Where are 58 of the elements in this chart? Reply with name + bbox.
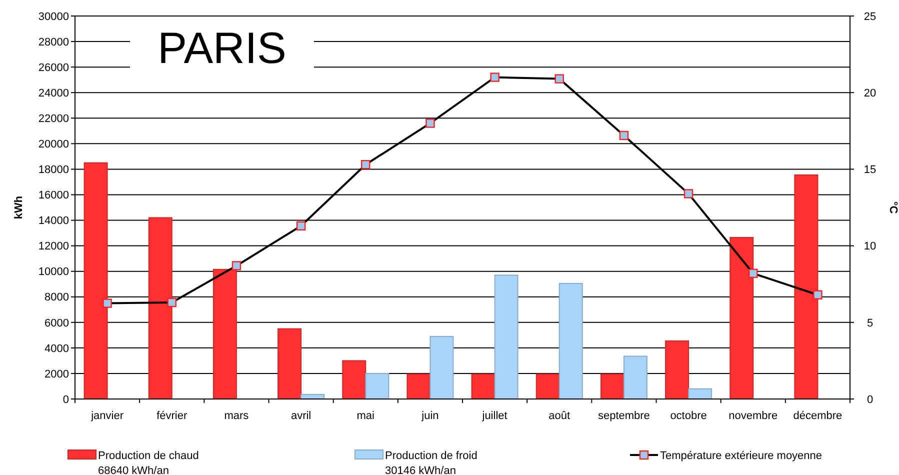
legend-label: Production de chaud 68640 kWh/an (98, 450, 199, 475)
x-tick-label: juin (420, 410, 439, 422)
y-tick-label: 24000 (38, 87, 69, 100)
x-tick-label: février (156, 410, 188, 422)
x-tick-label: novembre (728, 410, 778, 422)
bar (406, 374, 431, 400)
bar (212, 268, 237, 400)
y-tick-label: 14000 (38, 215, 69, 228)
y2-tick-label: 20 (864, 87, 876, 100)
y-tick-label: 0 (62, 394, 69, 406)
bar (794, 174, 818, 400)
bar (600, 374, 624, 400)
legend-label: Production de froid 30146 kWh/an (385, 450, 478, 475)
y-tick-label: 2000 (44, 368, 69, 380)
x-tick-label: juillet (481, 410, 508, 422)
legend-label: Température extérieure moyenne (660, 450, 822, 462)
y2-tick-label: 5 (866, 317, 874, 330)
y-tick-label: 10000 (38, 266, 69, 278)
y2-tick-label: 15 (864, 164, 876, 176)
bar (342, 360, 366, 400)
bar (84, 162, 108, 400)
x-tick-label: décembre (793, 410, 842, 422)
x-tick-label: octobre (670, 410, 707, 422)
y-tick-label: 18000 (38, 164, 69, 176)
y-tick-label: 12000 (38, 240, 69, 253)
bar (430, 336, 454, 400)
bar (730, 237, 754, 400)
y2-axis-title: °C (887, 201, 899, 214)
y-tick-label: 28000 (38, 36, 69, 48)
y2-tick-label: 25 (864, 10, 876, 23)
bar (688, 388, 712, 400)
y-tick-label: 20000 (38, 138, 69, 151)
x-tick-label: août (548, 410, 570, 422)
x-tick-label: septembre (598, 410, 650, 422)
bar (148, 217, 172, 400)
chart-title: PARIS (158, 24, 286, 73)
y-tick-label: 22000 (38, 112, 69, 125)
y-tick-label: 4000 (44, 342, 69, 355)
y-tick-label: 16000 (38, 190, 69, 202)
bar (665, 340, 690, 400)
bar (536, 374, 560, 400)
y-tick-label: 8000 (44, 292, 69, 304)
bar (494, 274, 518, 400)
y2-tick-label: 0 (866, 394, 874, 406)
y2-tick-label: 10 (864, 240, 876, 253)
x-tick-label: janvier (90, 410, 124, 422)
bar (623, 356, 648, 400)
bar (471, 374, 496, 400)
x-tick-label: avril (290, 410, 312, 422)
bar (365, 372, 390, 400)
x-tick-label: mai (356, 410, 374, 422)
y-tick-label: 30000 (38, 10, 69, 23)
y-tick-label: 26000 (38, 62, 69, 74)
y-axis-title: kWh (13, 196, 25, 220)
x-tick-label: mars (224, 410, 250, 422)
bar (278, 328, 302, 400)
bar (558, 282, 583, 400)
y-tick-label: 6000 (44, 317, 69, 330)
